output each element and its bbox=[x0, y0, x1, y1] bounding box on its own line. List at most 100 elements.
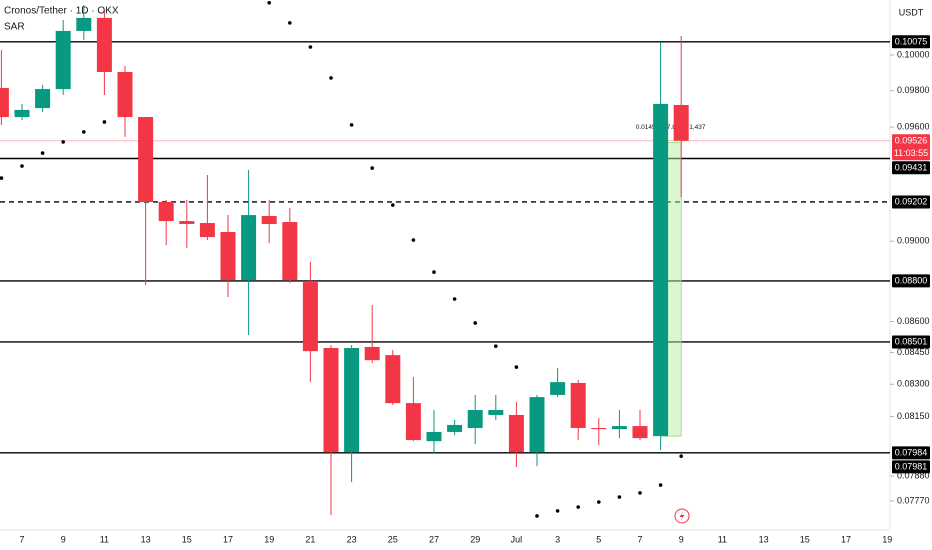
candle-body bbox=[467, 410, 483, 429]
sar-dot bbox=[0, 176, 4, 180]
sar-dot bbox=[20, 164, 24, 168]
x-tick-label: 13 bbox=[141, 534, 151, 544]
sar-dot bbox=[61, 140, 65, 144]
candle-body bbox=[364, 346, 380, 361]
candle-body bbox=[508, 414, 524, 453]
x-tick-label: 19 bbox=[882, 534, 892, 544]
x-tick-label: 7 bbox=[637, 534, 642, 544]
x-tick-label: 9 bbox=[679, 534, 684, 544]
candle-body bbox=[611, 426, 627, 430]
current-price-box bbox=[892, 134, 930, 161]
sar-dot bbox=[494, 344, 498, 348]
countdown-label: 11:03:55 bbox=[894, 148, 928, 158]
sar-dot bbox=[267, 0, 272, 5]
level-label: 0.08800 bbox=[895, 276, 928, 286]
candle-body bbox=[653, 103, 669, 437]
level-box bbox=[892, 446, 930, 460]
candle-body bbox=[302, 282, 318, 352]
x-tick-label: 21 bbox=[305, 534, 315, 544]
y-tick-label: 0.10000 bbox=[897, 49, 930, 59]
y-tick-label: 0.08150 bbox=[897, 411, 930, 421]
level-label: 0.10075 bbox=[895, 36, 928, 46]
x-tick-label: 15 bbox=[182, 534, 192, 544]
candle-body bbox=[96, 17, 112, 73]
level-box bbox=[892, 161, 930, 175]
candle-body bbox=[76, 17, 92, 31]
candle-body bbox=[261, 216, 277, 224]
level-label: 0.09202 bbox=[895, 197, 928, 207]
level-label: 0.09431 bbox=[895, 162, 928, 172]
sar-dot bbox=[514, 365, 519, 369]
y-tick-label: 0.09800 bbox=[897, 85, 930, 95]
sar-dot bbox=[102, 120, 107, 124]
x-tick-label: 13 bbox=[759, 534, 769, 544]
x-tick-label: 11 bbox=[718, 534, 727, 544]
measure-label: 0.01457 (17.81%) 1,437 bbox=[636, 124, 706, 131]
candle-body bbox=[14, 109, 30, 118]
candle-body bbox=[405, 403, 421, 441]
sar-dot bbox=[535, 514, 539, 518]
candle-body bbox=[529, 397, 545, 453]
y-tick-label: 0.07880 bbox=[897, 470, 930, 480]
level-label: 0.07984 bbox=[895, 448, 928, 458]
indicator-label: SAR bbox=[4, 22, 25, 33]
x-tick-label: Jul bbox=[511, 534, 523, 544]
sar-dot bbox=[82, 130, 86, 134]
candle-body bbox=[199, 223, 215, 238]
candle-body bbox=[385, 355, 401, 404]
alert-icon[interactable] bbox=[674, 508, 690, 524]
sar-dot bbox=[679, 454, 683, 458]
x-tick-label: 11 bbox=[100, 534, 109, 544]
sar-dot bbox=[349, 123, 354, 127]
sar-dot bbox=[391, 203, 395, 207]
sar-dot bbox=[638, 491, 642, 495]
candle-body bbox=[282, 222, 298, 281]
level-label: 0.07981 bbox=[895, 462, 928, 472]
candle-body bbox=[426, 431, 442, 442]
x-tick-label: 23 bbox=[347, 534, 357, 544]
candle-body bbox=[0, 87, 9, 118]
candle-body bbox=[35, 89, 51, 109]
x-tick-label: 9 bbox=[61, 534, 66, 544]
candle-body bbox=[55, 30, 71, 90]
x-tick-label: 19 bbox=[264, 534, 274, 544]
sar-dot bbox=[411, 238, 416, 242]
candle-body bbox=[632, 426, 648, 439]
candle-body bbox=[179, 221, 195, 224]
sar-dot bbox=[40, 151, 45, 155]
sar-dot bbox=[370, 166, 375, 170]
x-tick-label: 27 bbox=[429, 534, 439, 544]
candle-body bbox=[158, 201, 174, 222]
currency-label[interactable]: USDT bbox=[899, 7, 924, 17]
candle-body bbox=[550, 382, 566, 395]
y-tick-label: 0.09000 bbox=[897, 236, 930, 246]
candle-body bbox=[241, 215, 257, 281]
candle-body bbox=[673, 104, 689, 141]
sar-dot bbox=[452, 297, 457, 301]
level-box bbox=[892, 460, 930, 474]
x-tick-label: 3 bbox=[555, 534, 560, 544]
candle-body bbox=[323, 348, 339, 453]
level-box bbox=[892, 274, 930, 288]
sar-dot bbox=[288, 21, 292, 25]
sar-dot bbox=[555, 509, 560, 513]
symbol-title: Cronos/Tether · 1D · OKX bbox=[4, 6, 119, 17]
current-price-label: 0.09526 bbox=[895, 135, 928, 145]
x-tick-label: 17 bbox=[223, 534, 233, 544]
sar-dot bbox=[308, 45, 313, 49]
candle-body bbox=[138, 117, 154, 202]
sar-dot bbox=[473, 321, 478, 325]
sar-dot bbox=[597, 500, 601, 504]
candle-body bbox=[220, 231, 236, 281]
x-tick-label: 5 bbox=[596, 534, 601, 544]
sar-dot bbox=[658, 483, 663, 487]
x-tick-label: 15 bbox=[800, 534, 810, 544]
sar-dot bbox=[576, 505, 580, 509]
sar-dot bbox=[617, 495, 622, 499]
x-tick-label: 25 bbox=[388, 534, 398, 544]
y-tick-label: 0.08600 bbox=[897, 316, 930, 326]
level-label: 0.08501 bbox=[895, 337, 928, 347]
